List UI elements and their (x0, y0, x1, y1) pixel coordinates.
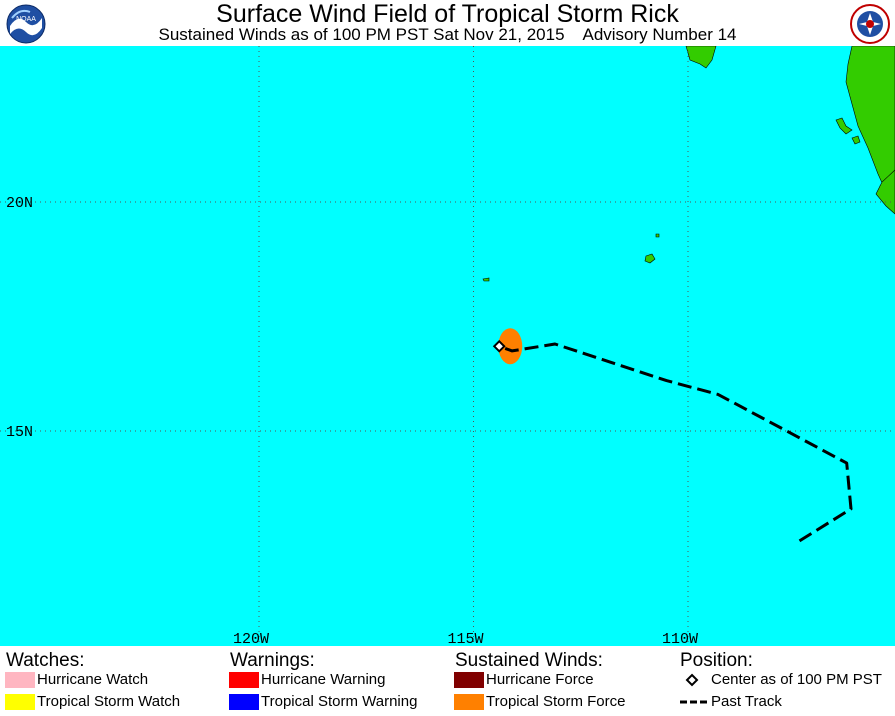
map: 20N 15N 120W 115W 110W (0, 45, 895, 648)
noaa-logo: NOAA (6, 4, 46, 44)
baja-california-land (845, 45, 895, 212)
small-island-1 (851, 135, 861, 145)
past-track-line (498, 342, 853, 543)
southern-baja-land (685, 45, 717, 69)
swatch-tropical-storm-watch (5, 694, 35, 710)
legend-sustained-winds-heading: Sustained Winds: (455, 650, 603, 671)
legend-center-label: Center as of 100 PM PST (711, 671, 882, 688)
center-diamond (492, 339, 506, 353)
storm-center-marker (492, 339, 506, 353)
latitude-label: 15N (6, 424, 33, 441)
page-subtitle: Sustained Winds as of 100 PM PST Sat Nov… (158, 25, 737, 44)
longitude-label: 115W (447, 631, 483, 646)
san-benedicto-island (655, 233, 660, 238)
legend-position-heading: Position: (680, 650, 753, 671)
tropical-storm-force-wind-area (498, 328, 523, 365)
tres-marias-island (835, 117, 853, 135)
land-areas (482, 45, 895, 282)
legend-hurricane-warning-label: Hurricane Warning (261, 671, 386, 688)
past-track-line-icon (680, 700, 708, 704)
ocean (0, 46, 895, 646)
swatch-hurricane-watch (5, 672, 35, 688)
legend-tropical-storm-watch-label: Tropical Storm Watch (37, 693, 181, 710)
legend: Watches: Hurricane Watch Tropical Storm … (0, 646, 895, 716)
legend-hurricane-force-label: Hurricane Force (486, 671, 594, 688)
past-track (498, 342, 853, 543)
legend-tropical-storm-warning-label: Tropical Storm Warning (261, 693, 418, 710)
swatch-hurricane-warning (229, 672, 259, 688)
longitude-label: 120W (233, 631, 269, 646)
center-diamond-icon (685, 673, 699, 687)
legend-warnings-heading: Warnings: (230, 650, 315, 671)
latitude-label: 20N (6, 195, 33, 212)
mainland-coast-land (875, 169, 895, 215)
legend-past-track-label: Past Track (711, 693, 782, 710)
clarion-island (482, 277, 490, 282)
swatch-tropical-storm-warning (229, 694, 259, 710)
socorro-island (644, 253, 656, 264)
noaa-logo-text: NOAA (16, 16, 36, 23)
page-title: Surface Wind Field of Tropical Storm Ric… (216, 0, 679, 28)
graticule (0, 46, 895, 646)
map-canvas: 20N 15N 120W 115W 110W (0, 45, 895, 648)
legend-watches-heading: Watches: (6, 650, 85, 671)
swatch-tropical-storm-force (454, 694, 484, 710)
legend-hurricane-watch-label: Hurricane Watch (37, 671, 149, 688)
header: NOAA Surface Wind Field of Tropical Stor… (0, 0, 895, 46)
wind-field (498, 328, 523, 365)
nws-logo (850, 4, 890, 44)
swatch-hurricane-force (454, 672, 484, 688)
graticule-labels: 20N 15N 120W 115W 110W (6, 195, 698, 648)
longitude-label: 110W (662, 631, 698, 646)
legend-tropical-storm-force-label: Tropical Storm Force (486, 693, 626, 710)
